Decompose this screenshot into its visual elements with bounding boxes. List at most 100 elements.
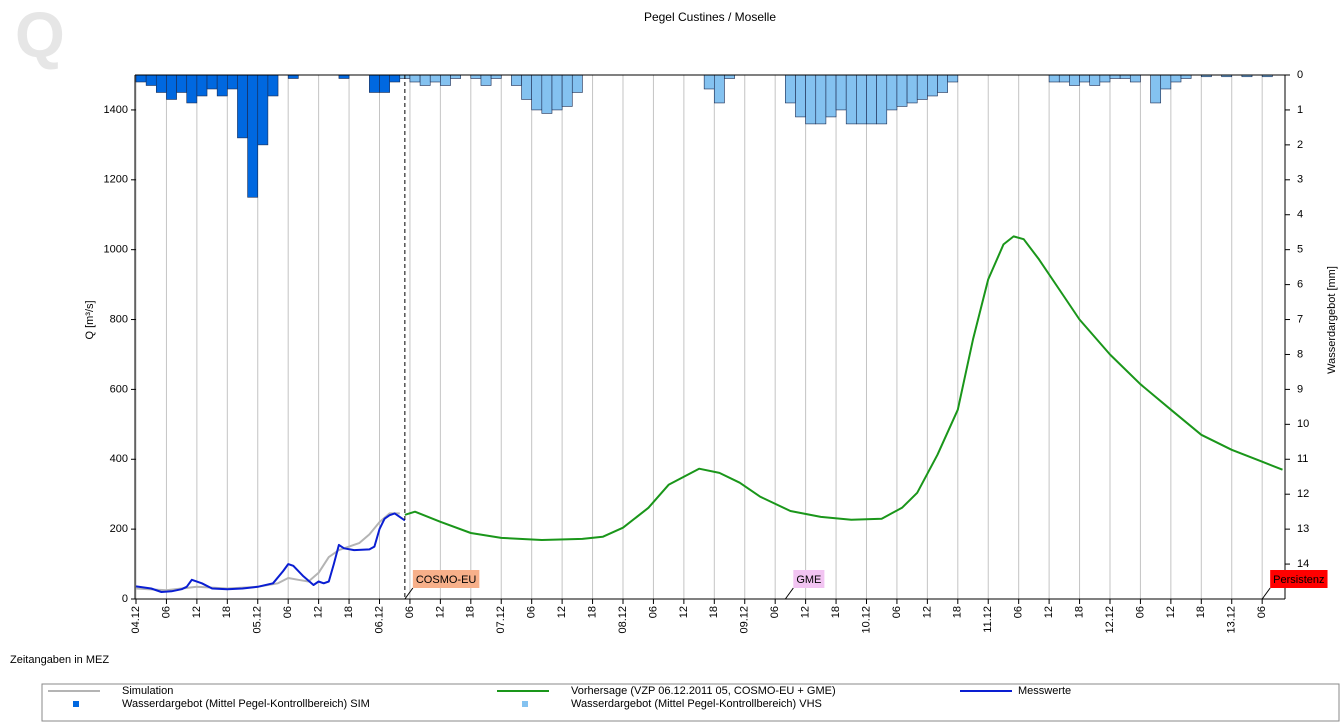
line-series (135, 512, 400, 592)
y-axis-label: Q [m³/s] (84, 300, 96, 339)
bar (155, 74, 167, 93)
y2-tick-label: 9 (1297, 383, 1303, 395)
bar (866, 74, 877, 125)
x-tick-label: 06 (1134, 606, 1146, 618)
x-tick-label: 09.12 (739, 606, 751, 634)
bar (795, 74, 806, 118)
y-tick-label: 800 (110, 313, 128, 325)
bar (1109, 74, 1121, 79)
legend-swatch (73, 701, 79, 707)
y2-axis-label: Wasserdargebot [mm] (1326, 266, 1338, 374)
bar (703, 74, 715, 90)
x-tick-label: 05.12 (252, 606, 264, 634)
annotation-pointer (404, 587, 414, 600)
x-tick-label: 18 (708, 606, 720, 618)
time-note: Zeitangaben in MEZ (10, 654, 109, 666)
y-tick-label: 1200 (104, 174, 128, 186)
bar (1160, 74, 1172, 90)
bar (1058, 74, 1070, 83)
bar (379, 74, 390, 93)
bar (1099, 74, 1111, 83)
bar (571, 74, 583, 93)
x-tick-label: 12 (800, 606, 812, 618)
bar (1119, 74, 1131, 79)
chart-title: Pegel Custines / Moselle (644, 10, 776, 24)
bar (338, 74, 350, 79)
y-tick-label: 1400 (104, 104, 128, 116)
x-tick-label: 12 (191, 606, 203, 618)
annotation-label: Persistenz (1273, 574, 1324, 586)
y2-tick-label: 6 (1297, 279, 1303, 291)
bar (369, 74, 380, 93)
y2-tick-label: 14 (1297, 558, 1309, 570)
annotation-pointer (1261, 587, 1271, 600)
bar (470, 74, 482, 79)
x-tick-label: 12 (313, 606, 325, 618)
x-tick-label: 06 (891, 606, 903, 618)
annotation-box (1270, 570, 1328, 588)
x-tick-label: 18 (1073, 606, 1085, 618)
y2-tick-label: 8 (1297, 348, 1303, 360)
bar (440, 74, 451, 86)
x-tick-label: 10.12 (860, 606, 872, 634)
bar (166, 74, 177, 100)
x-tick-label: 06 (526, 606, 538, 618)
x-tick-label: 12.12 (1104, 606, 1116, 634)
bar (825, 74, 837, 118)
y2-tick-label: 2 (1297, 139, 1303, 151)
bar (186, 74, 198, 104)
bar (805, 74, 817, 125)
bar (551, 74, 563, 111)
bar (541, 74, 553, 114)
x-tick-label: 12 (434, 606, 446, 618)
x-tick-label: 12 (921, 606, 933, 618)
bar (409, 74, 421, 83)
y-tick-label: 1000 (104, 244, 128, 256)
bar (835, 74, 847, 111)
bar (287, 74, 299, 79)
bar (521, 74, 532, 100)
legend-box (41, 683, 1340, 722)
y-tick-label: 200 (110, 523, 128, 535)
bar (429, 74, 441, 83)
y2-tick-label: 4 (1297, 209, 1303, 221)
bar (1170, 74, 1182, 83)
y2-tick-label: 12 (1297, 488, 1309, 500)
bar (419, 74, 431, 86)
x-tick-label: 18 (952, 606, 964, 618)
bar (1129, 74, 1141, 83)
legend-label: Simulation (122, 685, 173, 697)
bar (886, 74, 898, 111)
bar (450, 74, 461, 79)
y-tick-label: 400 (110, 453, 128, 465)
bar (531, 74, 543, 111)
bar (490, 74, 502, 79)
annotation-label: COSMO-EU (416, 574, 477, 586)
y2-tick-label: 5 (1297, 244, 1303, 256)
annotation: Persistenz (1270, 570, 1328, 588)
bar (176, 74, 188, 93)
y2-tick-label: 3 (1297, 174, 1303, 186)
x-tick-label: 06 (1256, 606, 1268, 618)
bar (511, 74, 522, 86)
x-tick-label: 06 (404, 606, 416, 618)
annotation-box (793, 570, 825, 588)
x-tick-label: 06 (1013, 606, 1025, 618)
x-tick-label: 18 (343, 606, 355, 618)
bar (714, 74, 725, 104)
bar (937, 74, 948, 93)
x-tick-label: 18 (586, 606, 598, 618)
annotation-pointer (784, 587, 794, 600)
annotation: GME (793, 570, 825, 588)
bar (724, 74, 735, 79)
y2-tick-label: 0 (1297, 69, 1303, 81)
legend-swatch (522, 701, 528, 707)
x-tick-label: 12 (1165, 606, 1177, 618)
x-tick-label: 06.12 (373, 606, 385, 634)
y2-tick-label: 7 (1297, 313, 1303, 325)
x-tick-label: 18 (221, 606, 233, 618)
bar (561, 74, 573, 107)
bar (916, 74, 928, 100)
x-tick-label: 06 (769, 606, 781, 618)
